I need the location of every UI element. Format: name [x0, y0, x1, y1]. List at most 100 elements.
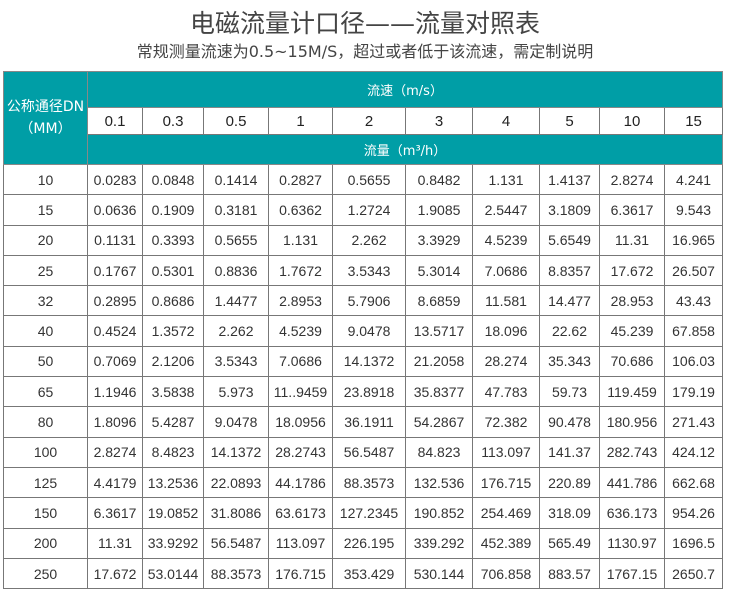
dn-cell: 125	[3, 466, 88, 499]
flow-cell: 1.4137	[539, 163, 600, 196]
flow-cell: 7.0686	[268, 345, 333, 378]
flow-cell: 282.743	[599, 436, 665, 468]
flow-table: 公称通径DN （MM） 流速（m/s） 0.1 0.3 0.5 1 2 3 4 5 10 15 流…	[3, 71, 724, 589]
flow-cell: 17.672	[599, 254, 665, 287]
flow-cell: 17.672	[87, 557, 143, 589]
flow-cell: 1.8096	[87, 406, 143, 438]
flow-cell: 0.1909	[142, 194, 204, 226]
flow-cell: 1.9085	[405, 194, 473, 226]
flow-cell: 44.1786	[268, 466, 333, 499]
flow-cell: 21.2058	[405, 345, 473, 378]
flow-cell: 452.389	[472, 527, 540, 559]
dn-cell: 150	[3, 497, 88, 529]
speed-header: 流速（m/s）	[86, 71, 724, 108]
flow-cell: 180.956	[599, 406, 665, 438]
flow-cell: 0.1767	[87, 254, 143, 287]
flow-cell: 14.477	[539, 285, 600, 317]
flow-cell: 36.1911	[332, 406, 406, 438]
flow-cell: 3.5838	[142, 376, 204, 408]
flow-cell: 2.8274	[599, 163, 665, 196]
flow-cell: 954.26	[663, 497, 724, 529]
flow-cell: 4.241	[663, 163, 724, 196]
flow-cell: 5.6549	[539, 224, 600, 256]
flow-cell: 0.4524	[87, 315, 143, 347]
flow-cell: 53.0144	[142, 557, 204, 589]
flow-cell: 1.131	[268, 224, 333, 256]
table-row: 100 2.8274 8.4823 14.1372 28.2743 56.5487 84.8…	[3, 436, 724, 468]
flow-cell: 0.1414	[203, 163, 269, 196]
flow-cell: 13.2536	[142, 466, 204, 499]
speed-value: 5	[539, 107, 600, 135]
speed-value: 0.5	[203, 107, 269, 135]
flow-cell: 119.459	[599, 376, 665, 408]
flow-header: 流量（m³/h）	[86, 134, 724, 165]
flow-cell: 220.89	[539, 466, 600, 499]
flow-cell: 23.8918	[332, 376, 406, 408]
flow-cell: 883.57	[539, 557, 600, 589]
flow-cell: 1.3572	[142, 315, 204, 347]
dn-cell: 200	[3, 527, 88, 559]
flow-cell: 70.686	[599, 345, 665, 378]
flow-cell: 8.8357	[539, 254, 600, 287]
speed-value: 10	[599, 107, 665, 135]
dn-header-line1: 公称通径DN	[6, 99, 85, 115]
flow-cell: 0.0636	[87, 194, 143, 226]
flow-cell: 35.343	[539, 345, 600, 378]
flow-cell: 1130.97	[599, 527, 665, 559]
dn-cell: 25	[3, 254, 88, 287]
flow-cell: 28.953	[599, 285, 665, 317]
flow-cell: 0.8482	[405, 163, 473, 196]
page-subtitle: 常规测量流速为0.5~15M/S，超过或者低于该流速，需定制说明	[136, 42, 594, 61]
flow-cell: 18.0956	[268, 406, 333, 438]
flow-cell: 176.715	[268, 557, 333, 589]
dn-cell: 65	[3, 376, 88, 408]
flow-cell: 3.5343	[203, 345, 269, 378]
flow-cell: 636.173	[599, 497, 665, 529]
flow-cell: 14.1372	[332, 345, 406, 378]
table-row: 150 6.3617 19.0852 31.8086 63.6173 127.2345 19…	[3, 497, 724, 529]
flow-cell: 141.37	[539, 436, 600, 468]
speed-value: 0.3	[142, 107, 204, 135]
flow-cell: 11.31	[87, 527, 143, 559]
flow-cell: 0.8686	[142, 285, 204, 317]
flow-cell: 226.195	[332, 527, 406, 559]
flow-cell: 254.469	[472, 497, 540, 529]
flow-cell: 706.858	[472, 557, 540, 589]
flow-cell: 8.4823	[142, 436, 204, 468]
flow-cell: 16.965	[663, 224, 724, 256]
flow-cell: 0.2827	[268, 163, 333, 196]
flow-cell: 0.3393	[142, 224, 204, 256]
speed-value: 1	[268, 107, 333, 135]
speed-value: 15	[663, 107, 724, 135]
flow-cell: 31.8086	[203, 497, 269, 529]
flow-cell: 47.783	[472, 376, 540, 408]
flow-cell: 28.274	[472, 345, 540, 378]
flow-cell: 132.536	[405, 466, 473, 499]
flow-cell: 9.543	[663, 194, 724, 226]
flow-cell: 0.0848	[142, 163, 204, 196]
flow-cell: 3.1809	[539, 194, 600, 226]
table-row: 10 0.0283 0.0848 0.1414 0.2827 0.5655 0.8482 1.…	[3, 163, 724, 196]
flow-cell: 5.3014	[405, 254, 473, 287]
flow-cell: 1.2724	[332, 194, 406, 226]
flow-cell: 56.5487	[203, 527, 269, 559]
flow-cell: 72.382	[472, 406, 540, 438]
flow-cell: 11.31	[599, 224, 665, 256]
flow-cell: 353.429	[332, 557, 406, 589]
flow-cell: 5.4287	[142, 406, 204, 438]
flow-cell: 9.0478	[332, 315, 406, 347]
flow-cell: 318.09	[539, 497, 600, 529]
flow-cell: 2.262	[332, 224, 406, 256]
table-row: 250 17.672 53.0144 88.3573 176.715 353.429 530…	[3, 557, 724, 589]
speed-value: 3	[405, 107, 473, 135]
dn-cell: 100	[3, 436, 88, 468]
flow-cell: 22.62	[539, 315, 600, 347]
flow-cell: 11..9459	[268, 376, 333, 408]
flow-cell: 45.239	[599, 315, 665, 347]
flow-cell: 2.262	[203, 315, 269, 347]
dn-cell: 80	[3, 406, 88, 438]
flow-cell: 56.5487	[332, 436, 406, 468]
flow-cell: 2.1206	[142, 345, 204, 378]
flow-cell: 0.5655	[203, 224, 269, 256]
flow-cell: 662.68	[663, 466, 724, 499]
